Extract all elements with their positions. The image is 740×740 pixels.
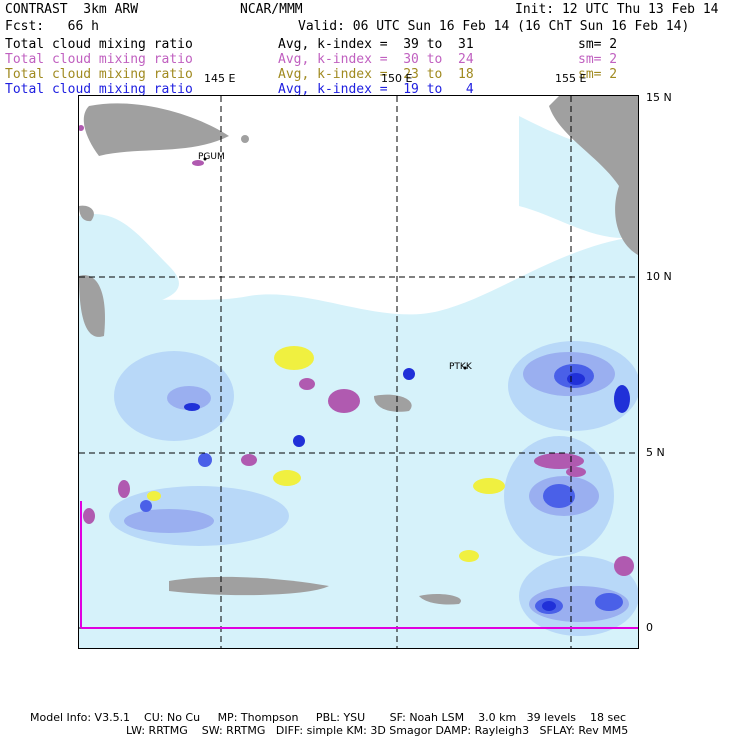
field-name-2: Total cloud mixing ratio <box>5 52 193 67</box>
station-marker-pgum <box>203 157 207 161</box>
lon-label-155e: 155 E <box>555 72 587 85</box>
model-info-line1: Model Info: V3.5.1 CU: No Cu MP: Thompso… <box>30 711 627 724</box>
lat-label-15n: 15 N <box>646 91 672 104</box>
cloud-map <box>79 96 638 648</box>
field-name-3: Total cloud mixing ratio <box>5 67 193 82</box>
lat-label-10n: 10 N <box>646 270 672 283</box>
field-stat-1: Avg, k-index = 39 to 31 <box>278 37 474 52</box>
field-sm-1: sm= 2 <box>578 37 618 52</box>
forecast-hour: Fcst: 66 h <box>5 19 99 34</box>
field-name-4: Total cloud mixing ratio <box>5 82 193 97</box>
lat-label-0: 0 <box>646 621 653 634</box>
lon-label-150e: 150 E <box>381 72 413 85</box>
domain-boundary <box>80 501 638 629</box>
model-title: CONTRAST 3km ARW <box>5 2 139 17</box>
field-name-1: Total cloud mixing ratio <box>5 37 193 52</box>
land-layer <box>79 96 638 605</box>
lat-label-5n: 5 N <box>646 446 665 459</box>
field-sm-2: sm= 2 <box>578 52 618 67</box>
field-stat-4: Avg, k-index = 19 to 4 <box>278 82 474 97</box>
field-stat-3: Avg, k-index = 23 to 18 <box>278 67 474 82</box>
valid-time: Valid: 06 UTC Sun 16 Feb 14 (16 ChT Sun … <box>298 19 690 34</box>
station-label-pgum: PGUM <box>198 152 225 162</box>
model-info-line2: LW: RRTMG SW: RRTMG DIFF: simple KM: 3D … <box>126 724 629 737</box>
station-label-ptkk: PTKK <box>449 362 472 372</box>
station-marker-ptkk <box>463 366 467 370</box>
lon-label-145e: 145 E <box>204 72 236 85</box>
cloud-yellow-layer <box>147 346 505 562</box>
init-time: Init: 12 UTC Thu 13 Feb 14 <box>515 2 719 17</box>
field-stat-2: Avg, k-index = 30 to 24 <box>278 52 474 67</box>
cloud-blue-layer <box>124 352 630 622</box>
field-sm-3: sm= 2 <box>578 67 618 82</box>
map-panel: PGUM PTKK <box>78 95 639 649</box>
cloud-purple-layer <box>79 125 634 576</box>
org-label: NCAR/MMM <box>240 2 303 17</box>
